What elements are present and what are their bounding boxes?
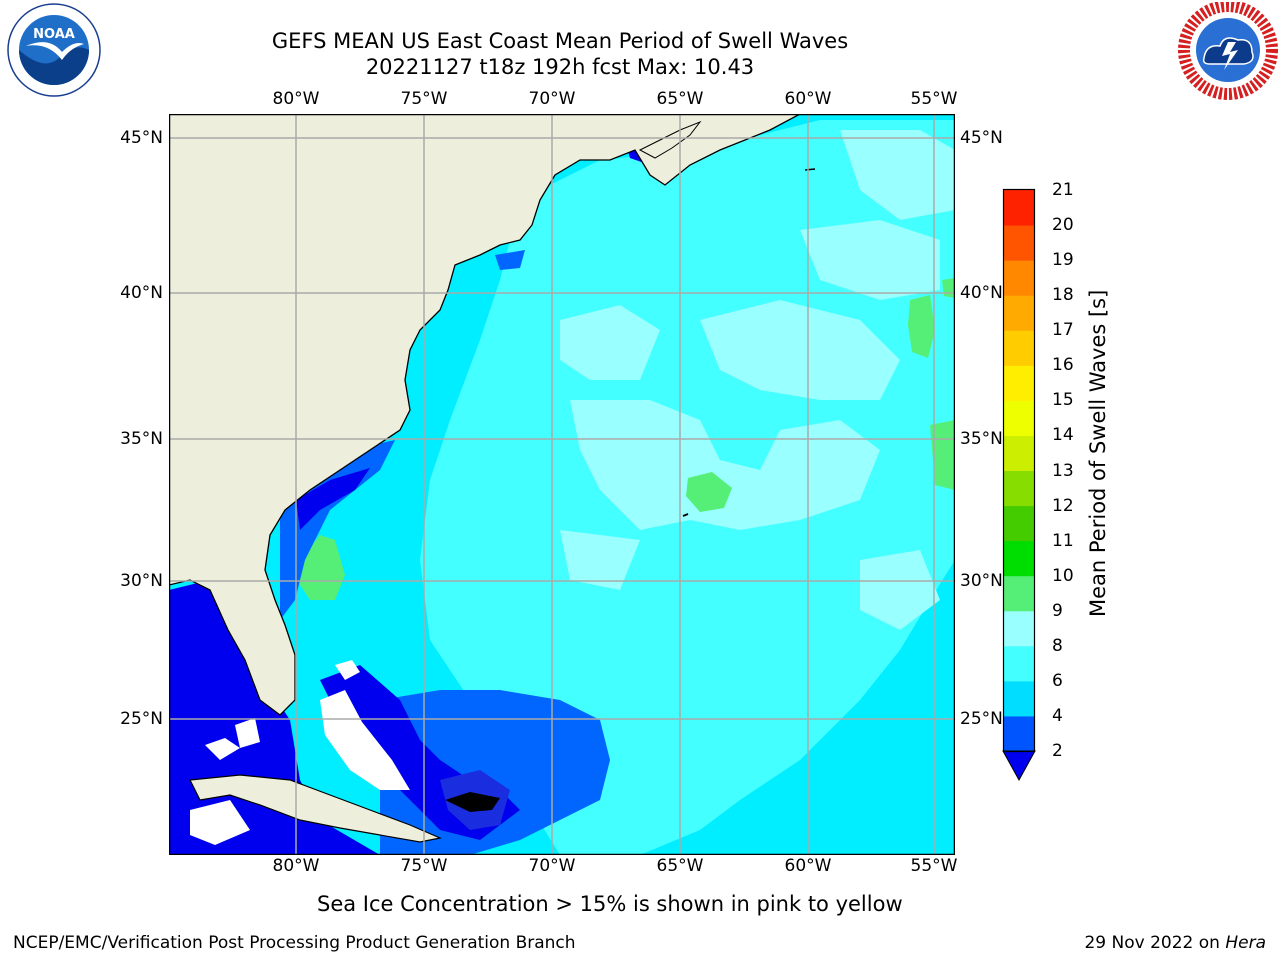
cuba-land bbox=[189, 774, 442, 843]
no-data-region bbox=[335, 660, 360, 680]
lon-tick-top: 80°W bbox=[272, 89, 320, 109]
footer-host: Hera bbox=[1225, 933, 1266, 953]
colorbar-bin bbox=[1004, 680, 1034, 717]
colorbar-bin bbox=[1004, 260, 1034, 296]
colorbar-axis-label: Mean Period of Swell Waves [s] bbox=[1086, 289, 1110, 617]
map-grid bbox=[169, 114, 955, 855]
colorbar-tick-label: 20 bbox=[1052, 215, 1074, 236]
hispaniola-land bbox=[445, 792, 500, 812]
period-8-9-region bbox=[840, 130, 955, 220]
colorbar-tick-label: 15 bbox=[1052, 390, 1074, 411]
lat-tick-right: 25°N bbox=[960, 709, 1003, 729]
colorbar-tick-label: 8 bbox=[1052, 635, 1063, 656]
colorbar-tick-label: 21 bbox=[1052, 180, 1074, 200]
colorbar-frame bbox=[1002, 188, 1036, 753]
colorbar-tick-label: 16 bbox=[1052, 355, 1074, 376]
lat-tick-left: 35°N bbox=[120, 429, 163, 449]
colorbar-tick-label: 10 bbox=[1052, 565, 1074, 586]
colorbar-bin bbox=[1004, 470, 1034, 507]
colorbar-bin bbox=[1004, 190, 1034, 226]
colorbar-bin bbox=[1004, 505, 1034, 542]
lat-tick-right: 35°N bbox=[960, 429, 1003, 449]
colorbar-tick-label: 12 bbox=[1052, 495, 1074, 516]
colorbar-tick-label: 19 bbox=[1052, 250, 1074, 271]
colorbar-tick-label: 14 bbox=[1052, 425, 1074, 446]
period-8-9-region bbox=[800, 220, 940, 300]
lon-tick-top: 55°W bbox=[910, 89, 958, 109]
lon-tick-bottom: 70°W bbox=[528, 856, 576, 876]
lat-tick-left: 30°N bbox=[120, 571, 163, 591]
lat-tick-right: 40°N bbox=[960, 283, 1003, 303]
nws-logo bbox=[1178, 0, 1278, 102]
lon-tick-bottom: 60°W bbox=[784, 856, 832, 876]
island-bermuda bbox=[682, 513, 689, 517]
colorbar-under-arrow bbox=[1002, 750, 1036, 782]
period-9-10-region bbox=[300, 535, 345, 600]
footer-left: NCEP/EMC/Verification Post Processing Pr… bbox=[13, 933, 576, 953]
period-9-10-region bbox=[908, 295, 935, 358]
noaa-logo: NOAA bbox=[4, 2, 104, 102]
colorbar-tick-label: 18 bbox=[1052, 285, 1074, 306]
lat-tick-left: 25°N bbox=[120, 709, 163, 729]
colorbar-tick-label: 11 bbox=[1052, 530, 1074, 551]
lon-tick-top: 75°W bbox=[400, 89, 448, 109]
lon-tick-top: 60°W bbox=[784, 89, 832, 109]
island-sable bbox=[804, 168, 816, 171]
colorbar-tick-label: 2 bbox=[1052, 741, 1063, 761]
lat-tick-right: 45°N bbox=[960, 128, 1003, 148]
no-data-region bbox=[320, 690, 410, 790]
period-under-2-region bbox=[296, 468, 370, 530]
plot-title: GEFS MEAN US East Coast Mean Period of S… bbox=[271, 29, 849, 53]
colorbar-bin bbox=[1004, 540, 1034, 577]
colorbar-bin bbox=[1004, 400, 1034, 436]
lon-tick-top: 70°W bbox=[528, 89, 576, 109]
no-data-region bbox=[235, 718, 260, 748]
colorbar-bin bbox=[1004, 715, 1034, 752]
lat-tick-left: 40°N bbox=[120, 283, 163, 303]
north-america-land bbox=[169, 114, 801, 716]
period-9-10-region bbox=[942, 278, 955, 298]
lat-tick-right: 30°N bbox=[960, 571, 1003, 591]
period-8-9-region bbox=[860, 550, 940, 630]
colorbar-bin bbox=[1004, 225, 1034, 261]
sea-ice-note: Sea Ice Concentration > 15% is shown in … bbox=[317, 892, 903, 916]
lon-tick-bottom: 80°W bbox=[272, 856, 320, 876]
colorbar-bin bbox=[1004, 295, 1034, 331]
colorbar-bin bbox=[1004, 330, 1034, 366]
noaa-logo-text: NOAA bbox=[33, 27, 75, 42]
period-8-9-region bbox=[560, 530, 640, 590]
no-data-region bbox=[205, 738, 240, 760]
lon-tick-bottom: 75°W bbox=[400, 856, 448, 876]
colorbar-bin bbox=[1004, 645, 1034, 682]
lon-tick-top: 65°W bbox=[656, 89, 704, 109]
lon-tick-bottom: 65°W bbox=[656, 856, 704, 876]
period-8-9-region bbox=[700, 300, 900, 400]
map-frame bbox=[169, 114, 955, 855]
period-8-9-region bbox=[560, 305, 660, 380]
colorbar-bin bbox=[1004, 575, 1034, 612]
colorbar-tick-label: 13 bbox=[1052, 460, 1074, 481]
colorbar-tick-label: 9 bbox=[1052, 600, 1063, 621]
swell-period-map bbox=[169, 114, 955, 855]
colorbar-bin bbox=[1004, 435, 1034, 471]
period-9-10-region bbox=[686, 472, 732, 512]
colorbar-tick-label: 6 bbox=[1052, 670, 1063, 691]
footer-date: 29 Nov 2022 on bbox=[1084, 933, 1226, 953]
colorbar-tick-label: 4 bbox=[1052, 705, 1063, 726]
lon-tick-bottom: 55°W bbox=[910, 856, 958, 876]
footer-right: 29 Nov 2022 on Hera bbox=[1084, 933, 1266, 953]
colorbar-bin bbox=[1004, 365, 1034, 401]
lat-tick-left: 45°N bbox=[120, 128, 163, 148]
colorbar bbox=[1002, 188, 1036, 782]
colorbar-bin bbox=[1004, 610, 1034, 647]
period-9-10-region bbox=[930, 420, 955, 490]
no-data-region bbox=[190, 800, 250, 845]
period-8-9-region bbox=[570, 400, 880, 530]
colorbar-tick-label: 17 bbox=[1052, 320, 1074, 341]
period-2-4-region bbox=[495, 250, 525, 270]
plot-subtitle: 20221127 t18z 192h fcst Max: 10.43 bbox=[365, 55, 755, 79]
